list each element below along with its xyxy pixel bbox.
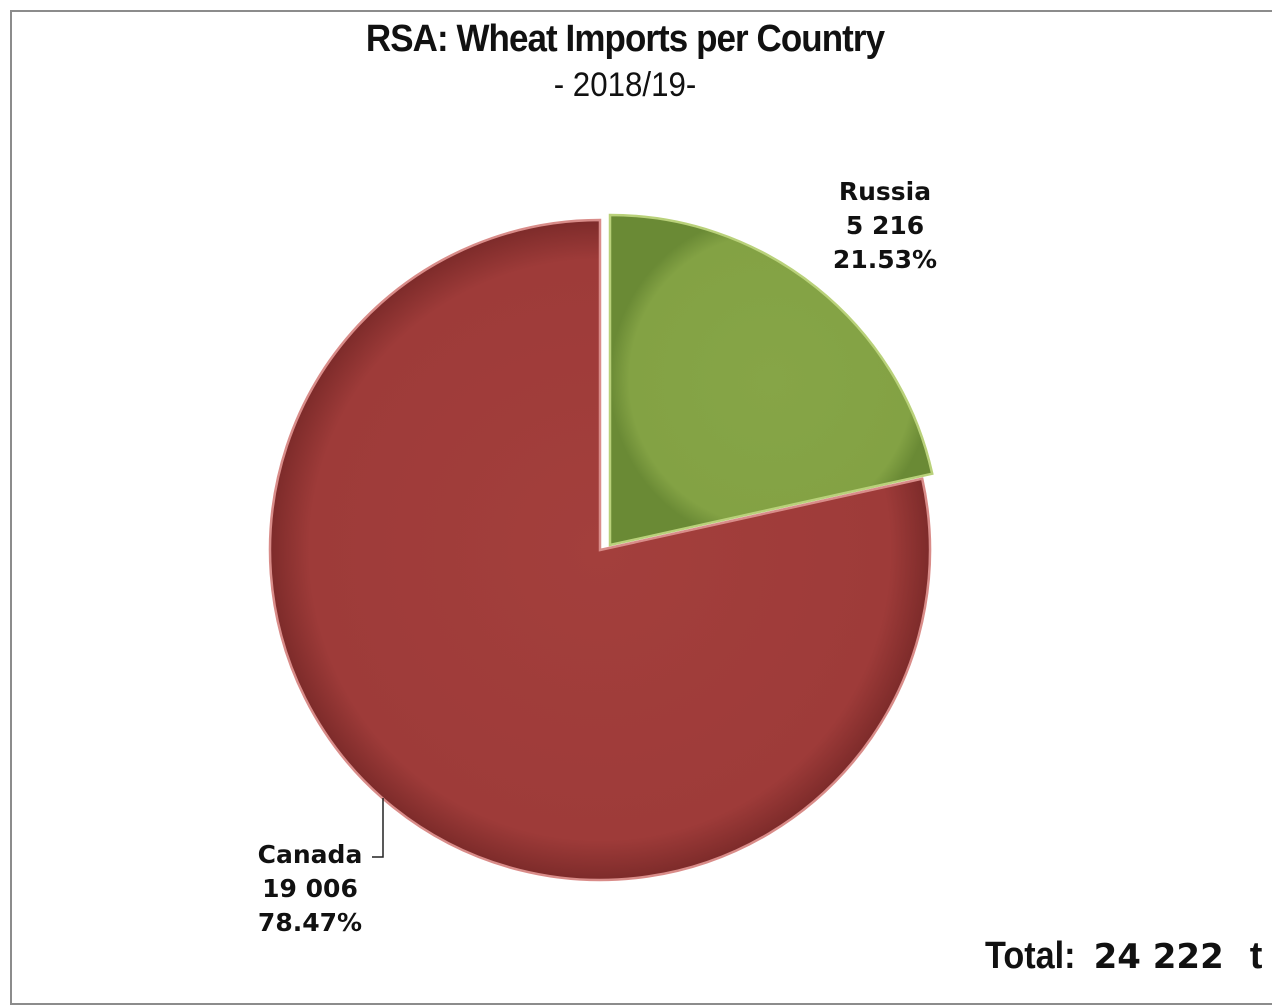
pie-slice-russia bbox=[608, 213, 934, 547]
russia-value: 5 216 bbox=[845, 211, 925, 240]
total-unit: t bbox=[1249, 935, 1263, 977]
russia-percent: 21.53% bbox=[832, 245, 938, 274]
chart-title: RSA: Wheat Imports per Country bbox=[365, 18, 885, 60]
chart-subtitle: - 2018/19- bbox=[553, 66, 697, 104]
total-label: Total: bbox=[985, 935, 1076, 977]
russia-label: Russia bbox=[838, 177, 932, 206]
canada-leader-line bbox=[372, 798, 384, 858]
total-readout: Total: 24 222 t bbox=[985, 935, 1262, 978]
canada-percent: 78.47% bbox=[257, 908, 363, 937]
canada-label: Canada bbox=[257, 840, 363, 869]
canada-value: 19 006 bbox=[262, 874, 358, 903]
russia-data-label: Russia 5 216 21.53% bbox=[815, 175, 955, 277]
total-value: 24 222 bbox=[1093, 937, 1224, 977]
canada-data-label: Canada 19 006 78.47% bbox=[245, 838, 375, 940]
pie-slice-canada bbox=[268, 218, 932, 882]
